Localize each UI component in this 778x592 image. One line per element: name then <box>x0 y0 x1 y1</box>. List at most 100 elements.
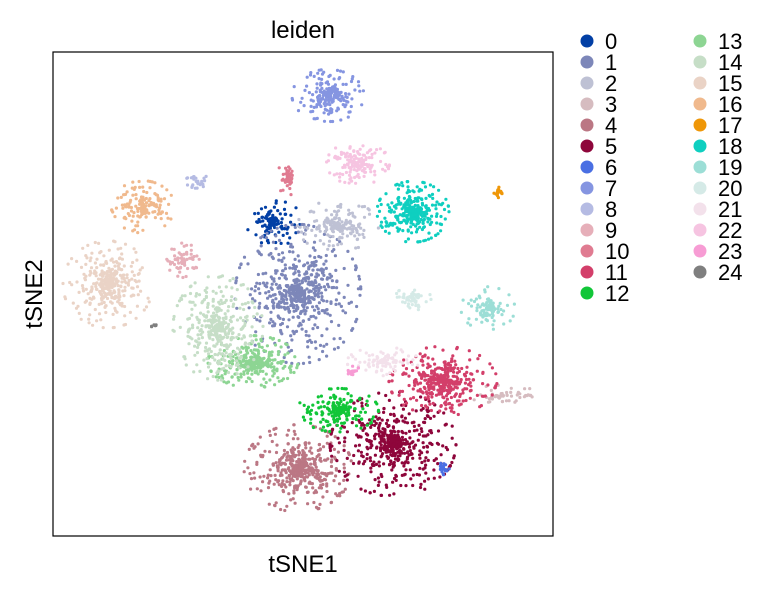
point-cluster-12 <box>326 420 330 424</box>
point-cluster-15 <box>134 250 138 254</box>
point-cluster-1 <box>257 306 261 310</box>
point-cluster-9 <box>186 266 190 271</box>
point-cluster-1 <box>269 229 273 233</box>
point-cluster-8 <box>185 176 189 180</box>
cluster-17-points <box>492 185 504 200</box>
point-cluster-9 <box>173 254 177 258</box>
point-cluster-14 <box>223 312 227 316</box>
point-cluster-5 <box>328 443 332 447</box>
point-cluster-5 <box>365 457 369 461</box>
point-cluster-5 <box>419 395 423 399</box>
point-cluster-13 <box>268 336 272 340</box>
point-cluster-11 <box>430 369 434 373</box>
point-cluster-2 <box>350 211 354 215</box>
point-cluster-0 <box>259 207 264 211</box>
point-cluster-12 <box>346 392 350 396</box>
point-cluster-14 <box>210 314 214 318</box>
point-cluster-9 <box>189 248 193 252</box>
point-cluster-13 <box>296 362 300 366</box>
point-cluster-14 <box>231 326 235 330</box>
point-cluster-1 <box>280 332 284 336</box>
point-cluster-5 <box>408 468 412 472</box>
point-cluster-5 <box>419 482 423 486</box>
point-cluster-1 <box>314 346 318 350</box>
point-cluster-3 <box>504 399 509 403</box>
point-cluster-4 <box>284 458 289 462</box>
point-cluster-15 <box>120 252 124 256</box>
point-cluster-0 <box>270 223 274 227</box>
point-cluster-2 <box>362 204 367 209</box>
point-cluster-1 <box>283 267 288 271</box>
point-cluster-18 <box>423 210 427 214</box>
point-cluster-4 <box>334 474 338 478</box>
point-cluster-14 <box>216 306 220 310</box>
point-cluster-1 <box>303 302 307 306</box>
point-cluster-22 <box>335 172 339 176</box>
point-cluster-2 <box>339 242 343 246</box>
point-cluster-11 <box>441 381 445 385</box>
point-cluster-22 <box>352 149 356 153</box>
point-cluster-2 <box>367 212 372 216</box>
point-cluster-1 <box>270 282 274 286</box>
point-cluster-7 <box>318 103 322 107</box>
point-cluster-14 <box>191 326 195 330</box>
cluster-0-points <box>246 199 302 245</box>
point-cluster-4 <box>318 475 322 479</box>
point-cluster-1 <box>330 249 334 253</box>
point-cluster-14 <box>187 342 191 346</box>
point-cluster-5 <box>377 480 381 484</box>
point-cluster-22 <box>367 156 371 160</box>
point-cluster-4 <box>249 487 253 491</box>
point-cluster-1 <box>337 291 341 295</box>
point-cluster-15 <box>110 257 114 261</box>
point-cluster-14 <box>231 277 235 281</box>
point-cluster-1 <box>335 279 339 283</box>
point-cluster-1 <box>312 297 316 301</box>
point-cluster-2 <box>317 224 321 228</box>
point-cluster-1 <box>313 255 317 260</box>
point-cluster-18 <box>421 221 425 225</box>
point-cluster-5 <box>391 465 395 469</box>
point-cluster-11 <box>421 355 425 359</box>
point-cluster-3 <box>518 392 522 396</box>
point-cluster-0 <box>260 224 265 228</box>
cluster-22-points <box>325 144 391 185</box>
cluster-6-points <box>438 461 451 477</box>
point-cluster-1 <box>303 272 307 276</box>
point-cluster-7 <box>349 104 353 109</box>
point-cluster-14 <box>199 328 203 332</box>
point-cluster-16 <box>136 231 140 235</box>
point-cluster-15 <box>83 276 87 280</box>
point-cluster-4 <box>287 492 291 496</box>
point-cluster-19 <box>491 327 495 331</box>
point-cluster-14 <box>250 300 254 304</box>
point-cluster-11 <box>469 388 473 392</box>
point-cluster-19 <box>497 287 501 291</box>
point-cluster-9 <box>168 260 172 264</box>
point-cluster-5 <box>385 485 389 489</box>
point-cluster-11 <box>411 408 415 412</box>
point-cluster-5 <box>416 438 420 442</box>
point-cluster-12 <box>351 417 355 421</box>
point-cluster-1 <box>275 226 279 230</box>
point-cluster-13 <box>272 368 276 372</box>
point-cluster-14 <box>200 324 204 328</box>
point-cluster-1 <box>290 223 294 227</box>
point-cluster-5 <box>389 429 393 433</box>
point-cluster-5 <box>376 417 380 421</box>
point-cluster-16 <box>138 185 142 189</box>
point-cluster-18 <box>434 203 438 207</box>
point-cluster-15 <box>94 287 99 291</box>
point-cluster-13 <box>251 365 255 369</box>
point-cluster-10 <box>285 169 289 173</box>
point-cluster-4 <box>291 450 295 455</box>
point-cluster-18 <box>434 233 438 237</box>
point-cluster-13 <box>258 345 262 349</box>
point-cluster-11 <box>421 391 425 395</box>
point-cluster-13 <box>273 343 278 347</box>
point-cluster-5 <box>452 456 456 460</box>
point-cluster-14 <box>193 344 197 348</box>
point-cluster-20 <box>424 300 428 304</box>
point-cluster-1 <box>251 297 255 301</box>
point-cluster-1 <box>310 273 314 277</box>
